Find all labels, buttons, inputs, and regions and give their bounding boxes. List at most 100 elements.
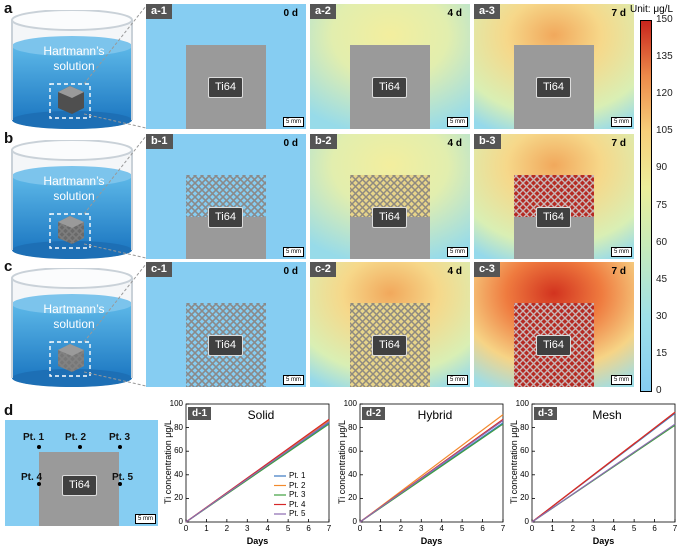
x-tick-label: 3 — [591, 524, 596, 533]
x-tick-label: 0 — [183, 524, 189, 533]
row-label-a: a — [4, 0, 13, 17]
point-marker — [118, 482, 122, 486]
y-tick-label: 40 — [520, 469, 529, 479]
legend-label: Pt. 4 — [289, 499, 306, 509]
day-label: 7 d — [611, 266, 626, 277]
day-label: 4 d — [447, 138, 462, 149]
zoom-connector — [84, 135, 147, 259]
panel-tag: c-2 — [310, 262, 336, 277]
beaker-solution-label: Hartmann’s solution — [43, 174, 105, 203]
colorbar-tick: 90 — [656, 162, 668, 174]
x-tick-label: 4 — [611, 524, 616, 533]
point-marker — [118, 445, 122, 449]
line-chart-d-3: d-3 Mesh Days Ti concentration μg/L 0 1 2 3 4 5 6 7… — [508, 399, 680, 547]
day-label: 0 d — [283, 266, 298, 277]
x-tick-label: 0 — [357, 524, 363, 533]
y-tick-label: 100 — [169, 399, 183, 408]
legend-label: Pt. 2 — [289, 480, 306, 490]
line-chart-d-1: d-1 Solid Days Ti concentration μg/L 0 1 2 3 4 5 6… — [162, 399, 334, 547]
panel-tag: c-1 — [146, 262, 172, 277]
scale-bar: 5 mm — [447, 247, 468, 257]
simulation-panel-b-1: b-1 0 d Ti64 5 mm — [146, 134, 306, 259]
x-tick-label: 3 — [245, 524, 250, 533]
ti64-label: Ti64 — [536, 77, 571, 98]
beaker-illustration: Hartmann’s solution — [6, 139, 138, 260]
series-line-pt-5 — [359, 420, 504, 523]
scale-bar: 5 mm — [611, 375, 632, 385]
simulation-panel-c-3: c-3 7 d Ti64 5 mm — [474, 262, 634, 387]
ti64-label: Ti64 — [372, 335, 407, 356]
y-tick-label: 40 — [174, 469, 183, 479]
panel-tag: b-1 — [146, 134, 173, 149]
chart-title: Solid — [247, 408, 275, 422]
simulation-panel-a-3: a-3 7 d Ti64 5 mm — [474, 4, 634, 129]
x-tick-label: 4 — [265, 524, 270, 533]
x-tick-label: 2 — [570, 524, 576, 533]
plot-frame — [359, 403, 504, 523]
scale-bar: 5 mm — [283, 247, 304, 257]
y-tick-label: 100 — [343, 399, 357, 408]
series-line-pt-5 — [185, 421, 330, 523]
y-tick-label: 0 — [352, 517, 357, 526]
beaker-solution-label: Hartmann’s solution — [43, 44, 105, 73]
panel-tag: c-3 — [474, 262, 500, 277]
row-label-b: b — [4, 130, 14, 147]
ti64-label: Ti64 — [208, 335, 243, 356]
x-tick-label: 6 — [480, 524, 485, 533]
point-marker — [78, 445, 82, 449]
x-tick-label: 4 — [439, 524, 444, 533]
colorbar-tick: 60 — [656, 236, 668, 248]
scale-bar: 5 mm — [447, 375, 468, 385]
scale-bar: 5 mm — [283, 375, 304, 385]
colorbar-tick: 0 — [656, 385, 662, 396]
x-tick-label: 1 — [550, 524, 555, 533]
colorbar-tick: 150 — [656, 14, 673, 25]
point-marker — [37, 482, 41, 486]
point-label-1: Pt. 1 — [23, 432, 45, 443]
simulation-panel-a-1: a-1 0 d Ti64 5 mm — [146, 4, 306, 129]
y-tick-label: 40 — [348, 469, 357, 479]
x-tick-label: 2 — [224, 524, 230, 533]
x-tick-label: 2 — [398, 524, 404, 533]
x-tick-label: 1 — [204, 524, 209, 533]
ti64-label: Ti64 — [536, 207, 571, 228]
colorbar-tick: 135 — [656, 51, 673, 63]
simulation-panel-a-2: a-2 4 d Ti64 5 mm — [310, 4, 470, 129]
panel-tag: a-2 — [310, 4, 336, 19]
row-label-d: d — [4, 402, 14, 419]
y-tick-label: 60 — [174, 446, 183, 456]
x-tick-label: 0 — [529, 524, 535, 533]
colorbar-title: Unit: μg/L — [630, 4, 674, 15]
simulation-panel-b-3: b-3 7 d Ti64 5 mm — [474, 134, 634, 259]
x-tick-label: 6 — [652, 524, 657, 533]
y-tick-label: 100 — [515, 399, 529, 408]
legend-label: Pt. 5 — [289, 509, 306, 518]
colorbar-tick: 45 — [656, 273, 668, 285]
panel-tag: b-2 — [310, 134, 337, 149]
point-marker — [37, 445, 41, 449]
x-tick-label: 7 — [326, 524, 332, 533]
colorbar-tick: 30 — [656, 310, 668, 322]
colorbar-tick: 105 — [656, 125, 673, 137]
beaker-solution-label: Hartmann’s solution — [43, 302, 105, 331]
colorbar-tick: 15 — [656, 347, 668, 359]
day-label: 7 d — [611, 8, 626, 19]
plot-frame — [185, 403, 330, 523]
x-axis-label: Days — [246, 536, 269, 546]
scale-bar: 5 mm — [611, 117, 632, 127]
y-axis-label: Ti concentration μg/L — [509, 420, 519, 504]
series-line-pt-5 — [531, 423, 676, 523]
simulation-panel-b-2: b-2 4 d Ti64 5 mm — [310, 134, 470, 259]
x-tick-label: 6 — [306, 524, 311, 533]
beaker-illustration: Hartmann’s solution — [6, 267, 138, 388]
y-tick-label: 80 — [348, 422, 357, 432]
chart-title: Hybrid — [417, 408, 453, 422]
panel-d-map: Ti64 5 mm Pt. 1 Pt. 2 Pt. 3 Pt. 4 Pt. 5 — [5, 420, 158, 526]
beaker-illustration: Hartmann’s solution — [6, 9, 138, 130]
ti64-label: Ti64 — [208, 207, 243, 228]
panel-tag: a-3 — [474, 4, 500, 19]
legend-label: Pt. 1 — [289, 471, 306, 480]
x-tick-label: 3 — [419, 524, 424, 533]
colorbar-tick: 120 — [656, 88, 673, 100]
series-line-pt-4 — [531, 411, 676, 523]
